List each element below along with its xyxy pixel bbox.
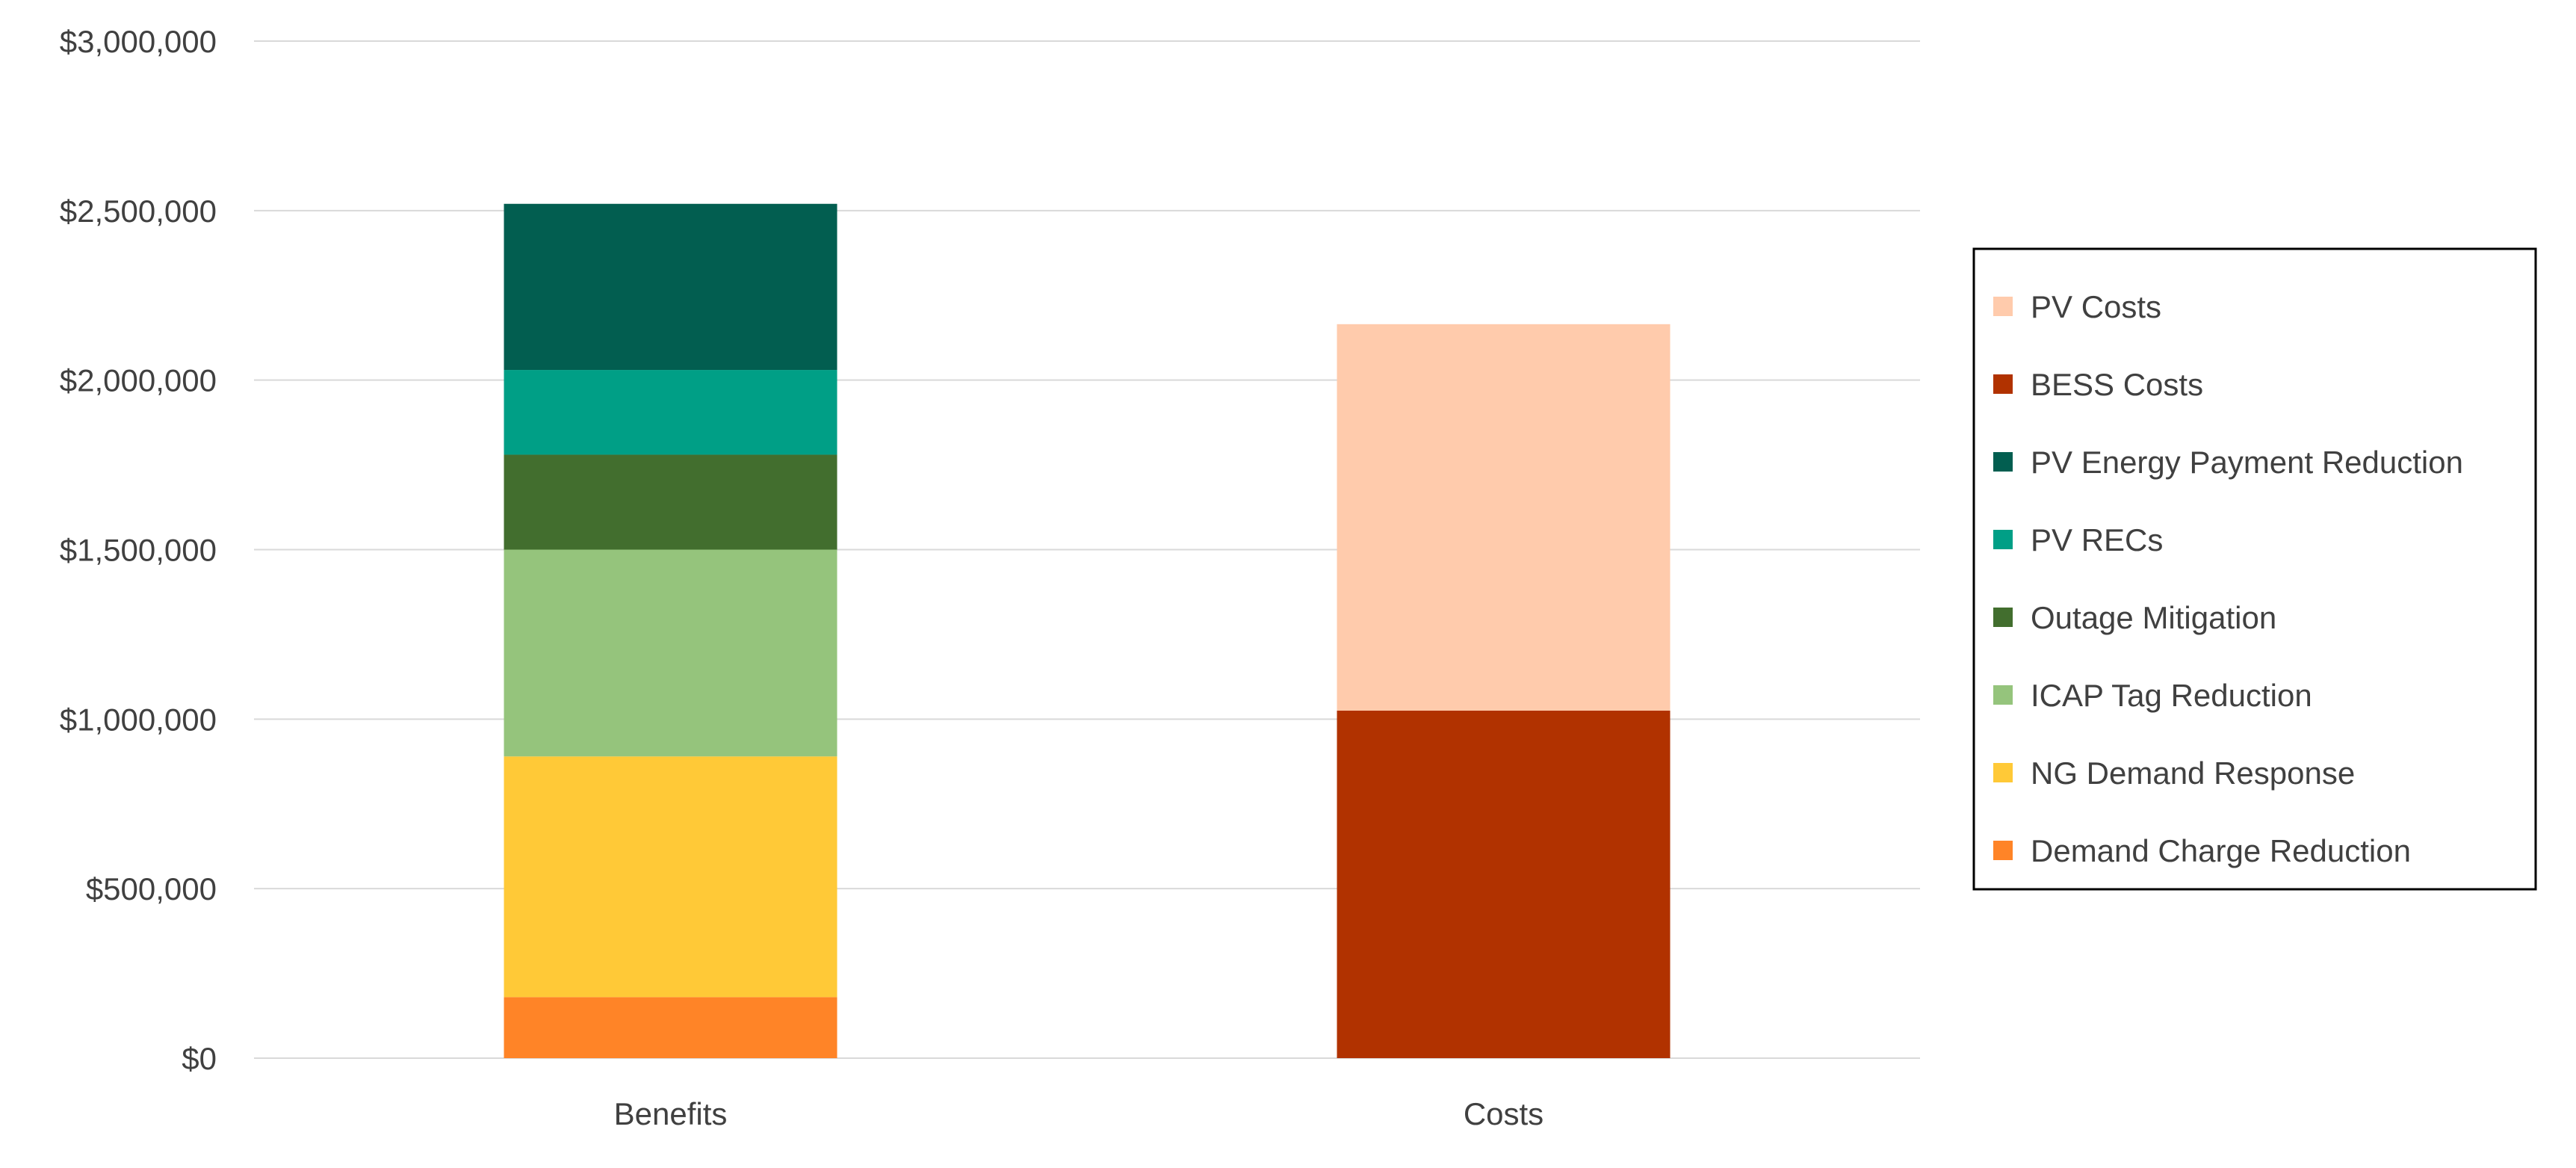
y-tick-label: $2,000,000 [60, 363, 217, 398]
bar-segment-costs-bess-costs [1337, 710, 1671, 1058]
bar-segment-benefits-demand-charge-reduction [504, 997, 837, 1058]
x-category-label-benefits: Benefits [614, 1096, 728, 1131]
legend-label-icap-tag-reduction: ICAP Tag Reduction [2031, 678, 2312, 713]
legend-swatch-pv-recs [1993, 530, 2013, 549]
x-axis-categories: Benefits Costs [614, 1096, 1544, 1131]
bars [504, 203, 1671, 1058]
bar-segment-benefits-outage-mitigation [504, 454, 837, 550]
y-tick-label: $500,000 [86, 871, 217, 906]
legend-label-pv-energy-payment-reduction: PV Energy Payment Reduction [2031, 445, 2463, 480]
legend-label-pv-costs: PV Costs [2031, 289, 2161, 324]
legend-swatch-ng-demand-response [1993, 763, 2013, 782]
bar-segment-benefits-ng-demand-response [504, 756, 837, 998]
legend-label-ng-demand-response: NG Demand Response [2031, 756, 2355, 791]
x-category-label-costs: Costs [1464, 1096, 1544, 1131]
legend-swatch-pv-costs [1993, 297, 2013, 316]
bar-segment-benefits-icap-tag-reduction [504, 549, 837, 757]
legend-swatch-outage-mitigation [1993, 608, 2013, 627]
y-tick-label: $1,500,000 [60, 533, 217, 568]
legend-label-pv-recs: PV RECs [2031, 522, 2163, 557]
legend: PV Costs BESS Costs PV Energy Payment Redu… [1972, 247, 2537, 891]
legend-box [1972, 247, 2537, 891]
legend-swatch-icap-tag-reduction [1993, 685, 2013, 705]
y-tick-label: $2,500,000 [60, 194, 217, 229]
bar-segment-benefits-pv-recs [504, 370, 837, 455]
legend-swatch-pv-energy-payment-reduction [1993, 452, 2013, 472]
y-tick-label: $0 [182, 1041, 217, 1076]
bar-segment-costs-pv-costs [1337, 324, 1671, 711]
bar-segment-benefits-pv-energy-payment-reduction [504, 203, 837, 371]
legend-swatch-bess-costs [1993, 374, 2013, 394]
legend-label-bess-costs: BESS Costs [2031, 367, 2203, 402]
legend-swatch-demand-charge-reduction [1993, 841, 2013, 860]
y-tick-label: $3,000,000 [60, 24, 217, 59]
legend-label-demand-charge-reduction: Demand Charge Reduction [2031, 833, 2411, 868]
legend-label-outage-mitigation: Outage Mitigation [2031, 600, 2276, 635]
y-tick-label: $1,000,000 [60, 702, 217, 737]
y-axis-ticks: $0 $500,000 $1,000,000 $1,500,000 $2,000,000… [60, 24, 217, 1076]
